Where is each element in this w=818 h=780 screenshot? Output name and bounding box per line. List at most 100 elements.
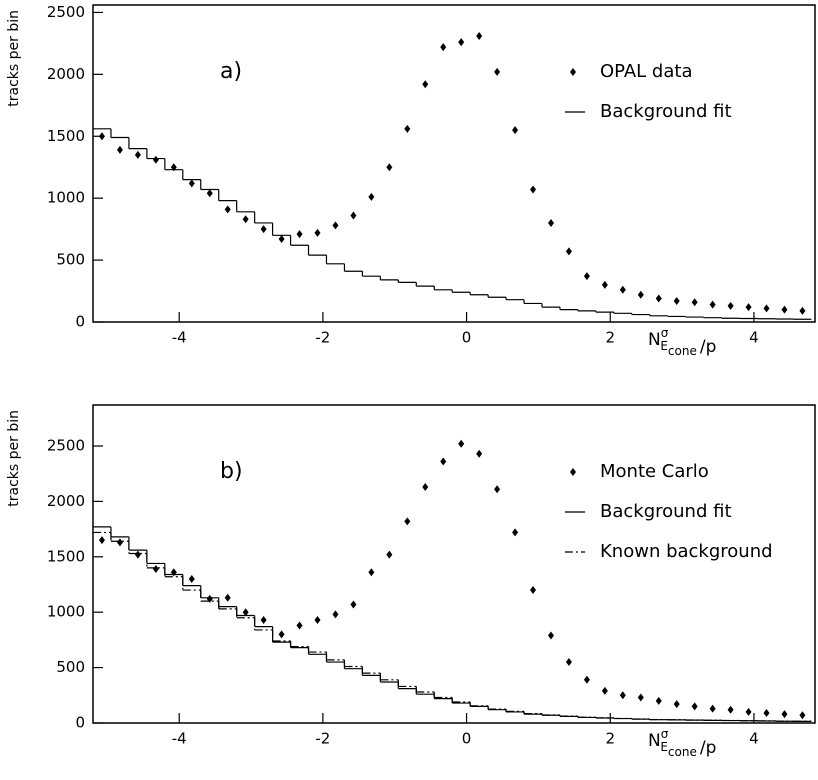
x-axis-label: Nσ Econe/p	[648, 727, 716, 759]
data-point	[260, 225, 267, 234]
x-label-subsub: cone	[668, 745, 697, 759]
data-point	[152, 155, 159, 164]
data-point	[637, 693, 644, 702]
x-tick-label: -4	[172, 730, 187, 748]
data-point	[619, 285, 626, 294]
data-point	[332, 610, 339, 619]
data-point	[116, 538, 123, 547]
data-point	[116, 145, 123, 154]
data-point	[512, 528, 519, 537]
data-point	[98, 536, 105, 545]
data-point	[476, 31, 483, 40]
data-point	[386, 163, 393, 172]
legend-label: Monte Carlo	[600, 461, 709, 482]
data-point	[314, 615, 321, 624]
data-point	[224, 205, 231, 214]
data-point	[188, 179, 195, 188]
y-tick-label: 500	[56, 658, 85, 676]
panel-label: b)	[220, 459, 243, 484]
data-point	[691, 702, 698, 711]
data-point	[547, 218, 554, 227]
x-tick-label: -4	[172, 329, 187, 347]
y-tick-label: 2500	[47, 436, 85, 454]
data-point	[350, 600, 357, 609]
y-tick-label: 0	[75, 313, 85, 331]
data-point	[673, 296, 680, 305]
plot-frame	[92, 404, 816, 724]
legend-label: Background fit	[600, 101, 732, 122]
x-label-tail: /p	[700, 337, 717, 357]
data-point	[727, 705, 734, 714]
legend-marker	[570, 68, 576, 76]
data-point	[458, 38, 465, 47]
data-point	[619, 691, 626, 700]
data-point	[134, 150, 141, 159]
x-label-base: N	[648, 731, 661, 751]
y-tick-label: 0	[75, 714, 85, 732]
x-tick-label: 0	[462, 329, 472, 347]
y-tick-label: 2000	[47, 492, 85, 510]
y-tick-label: 1500	[47, 547, 85, 565]
data-point	[404, 517, 411, 526]
data-point	[368, 192, 375, 201]
data-point	[278, 235, 285, 244]
x-label-sup: σ	[661, 326, 669, 340]
data-point	[296, 230, 303, 239]
data-point	[601, 280, 608, 289]
data-point	[781, 305, 788, 314]
data-point	[727, 301, 734, 310]
x-tick-label: 2	[605, 730, 615, 748]
x-label-tail: /p	[700, 738, 717, 758]
legend-label: OPAL data	[600, 61, 692, 82]
data-point	[709, 704, 716, 713]
data-point	[350, 211, 357, 220]
data-point	[530, 185, 537, 194]
y-axis-label: tracks per bin	[6, 10, 22, 107]
data-point	[745, 707, 752, 716]
x-tick-label: 0	[462, 730, 472, 748]
x-label-sub: E	[660, 339, 668, 353]
data-point	[799, 711, 806, 720]
data-point	[422, 482, 429, 491]
data-point	[637, 290, 644, 299]
y-tick-label: 1000	[47, 603, 85, 621]
data-point	[530, 586, 537, 595]
data-point	[242, 215, 249, 224]
y-tick-label: 1000	[47, 189, 85, 207]
x-tick-label: 2	[605, 329, 615, 347]
data-point	[386, 550, 393, 559]
legend-label: Known background	[600, 541, 773, 562]
data-point	[458, 439, 465, 448]
data-point	[583, 272, 590, 281]
data-point	[494, 485, 501, 494]
x-tick-label: -2	[315, 730, 330, 748]
data-point	[476, 449, 483, 458]
data-point	[278, 630, 285, 639]
data-point	[440, 457, 447, 466]
data-point	[260, 615, 267, 624]
data-point	[224, 593, 231, 602]
data-point	[655, 696, 662, 705]
x-label-sup: σ	[661, 727, 669, 741]
data-point	[763, 709, 770, 718]
data-point	[673, 700, 680, 709]
data-point	[745, 303, 752, 312]
data-point	[98, 132, 105, 141]
data-point	[691, 298, 698, 307]
legend-marker	[570, 468, 576, 476]
x-label-subsub: cone	[668, 344, 697, 358]
data-point	[494, 67, 501, 76]
data-point	[547, 631, 554, 640]
legend-label: Background fit	[600, 501, 732, 522]
data-point	[422, 80, 429, 89]
data-point	[763, 304, 770, 313]
data-point	[709, 300, 716, 309]
data-point	[332, 221, 339, 230]
data-point	[242, 608, 249, 617]
data-point	[565, 658, 572, 667]
data-point	[368, 568, 375, 577]
y-tick-label: 2000	[47, 65, 85, 83]
data-point	[601, 686, 608, 695]
y-axis-label: tracks per bin	[6, 410, 22, 507]
